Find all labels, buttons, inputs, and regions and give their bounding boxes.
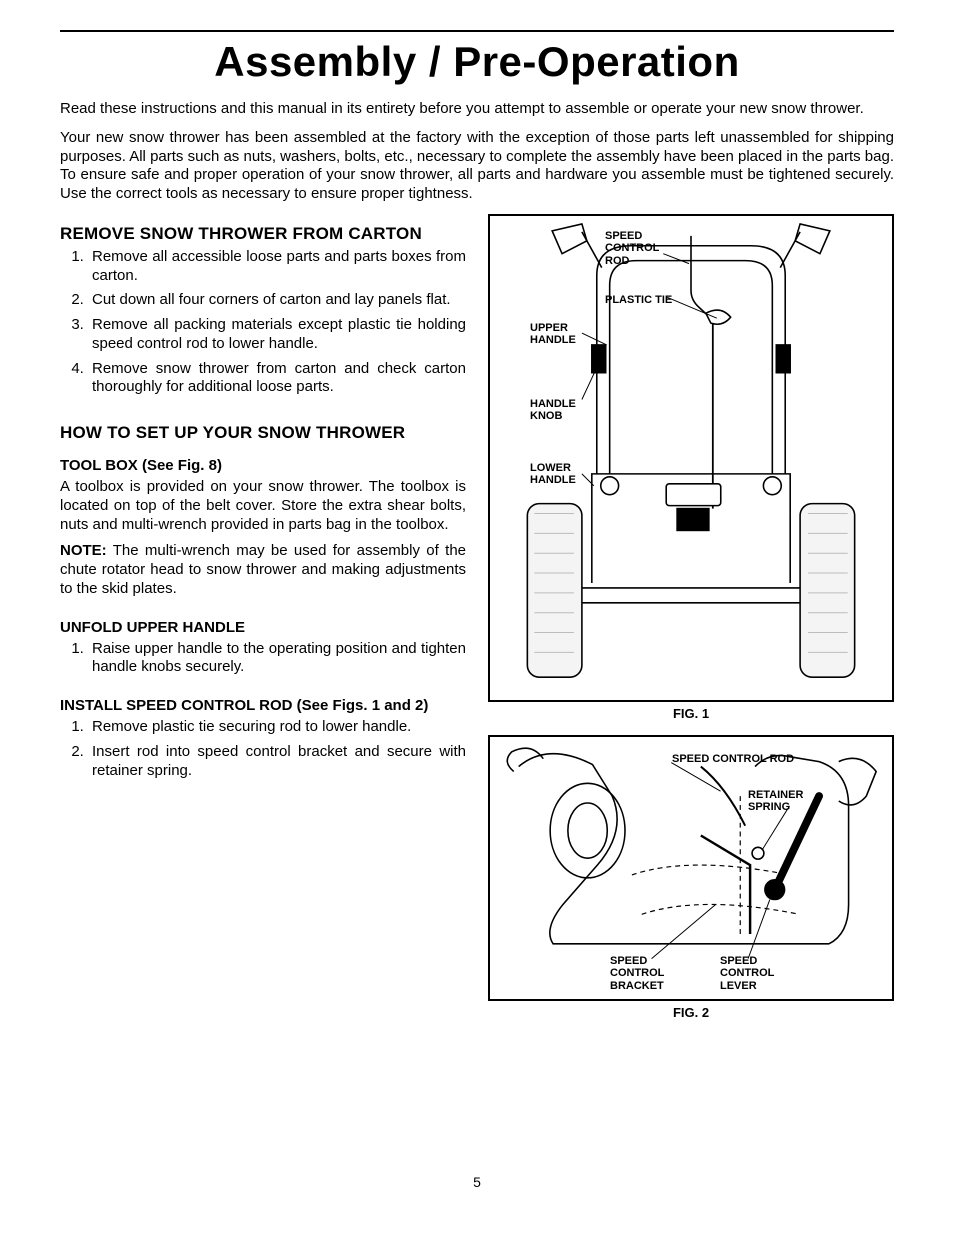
label-lower-handle: LOWER HANDLE	[530, 462, 576, 487]
list-item: Remove all packing materials except plas…	[88, 316, 466, 354]
list-item: Raise upper handle to the operating posi…	[88, 640, 466, 678]
two-column-layout: REMOVE SNOW THROWER FROM CARTON Remove a…	[60, 214, 894, 1034]
sub3-list: Remove plastic tie securing rod to lower…	[60, 718, 466, 780]
page-number: 5	[60, 1174, 894, 1190]
sub1-note: NOTE: The multi-wrench may be used for a…	[60, 542, 466, 598]
sec2-heading: HOW TO SET UP YOUR SNOW THROWER	[60, 423, 466, 443]
label-spring: RETAINER SPRING	[748, 789, 803, 814]
figure-2-svg	[490, 737, 892, 999]
fig2-caption: FIG. 2	[488, 1005, 894, 1020]
sec1-list: Remove all accessible loose parts and pa…	[60, 248, 466, 397]
figure-2: SPEED CONTROL ROD RETAINER SPRING SPEED …	[488, 735, 894, 1001]
label-lever: SPEED CONTROL LEVER	[720, 955, 774, 993]
label-bracket: SPEED CONTROL BRACKET	[610, 955, 664, 993]
left-column: REMOVE SNOW THROWER FROM CARTON Remove a…	[60, 214, 466, 1034]
label-upper-handle: UPPER HANDLE	[530, 322, 576, 347]
list-item: Remove all accessible loose parts and pa…	[88, 248, 466, 286]
label-handle-knob: HANDLE KNOB	[530, 398, 576, 423]
figure-1-svg	[490, 216, 892, 700]
note-label: NOTE:	[60, 542, 107, 559]
top-rule	[60, 30, 894, 32]
sec1-heading: REMOVE SNOW THROWER FROM CARTON	[60, 224, 466, 244]
note-text: The multi-wrench may be used for assembl…	[60, 542, 466, 597]
intro-2: Your new snow thrower has been assembled…	[60, 129, 894, 204]
list-item: Insert rod into speed control bracket an…	[88, 743, 466, 781]
sub1-para: A toolbox is provided on your snow throw…	[60, 478, 466, 534]
label-speed-control-rod: SPEED CONTROL ROD	[605, 230, 659, 268]
intro-1: Read these instructions and this manual …	[60, 100, 894, 119]
sub2-heading: UNFOLD UPPER HANDLE	[60, 619, 466, 636]
manual-page: Assembly / Pre-Operation Read these inst…	[0, 0, 954, 1230]
label-scr2: SPEED CONTROL ROD	[672, 753, 794, 766]
list-item: Remove snow thrower from carton and chec…	[88, 360, 466, 398]
sub3-heading: INSTALL SPEED CONTROL ROD (See Figs. 1 a…	[60, 697, 466, 714]
label-plastic-tie: PLASTIC TIE	[605, 294, 672, 307]
list-item: Remove plastic tie securing rod to lower…	[88, 718, 466, 737]
sub1-heading: TOOL BOX (See Fig. 8)	[60, 457, 466, 474]
sub2-list: Raise upper handle to the operating posi…	[60, 640, 466, 678]
right-column: SPEED CONTROL ROD PLASTIC TIE UPPER HAND…	[488, 214, 894, 1034]
page-title: Assembly / Pre-Operation	[60, 38, 894, 86]
fig1-caption: FIG. 1	[488, 706, 894, 721]
list-item: Cut down all four corners of carton and …	[88, 291, 466, 310]
figure-1: SPEED CONTROL ROD PLASTIC TIE UPPER HAND…	[488, 214, 894, 702]
